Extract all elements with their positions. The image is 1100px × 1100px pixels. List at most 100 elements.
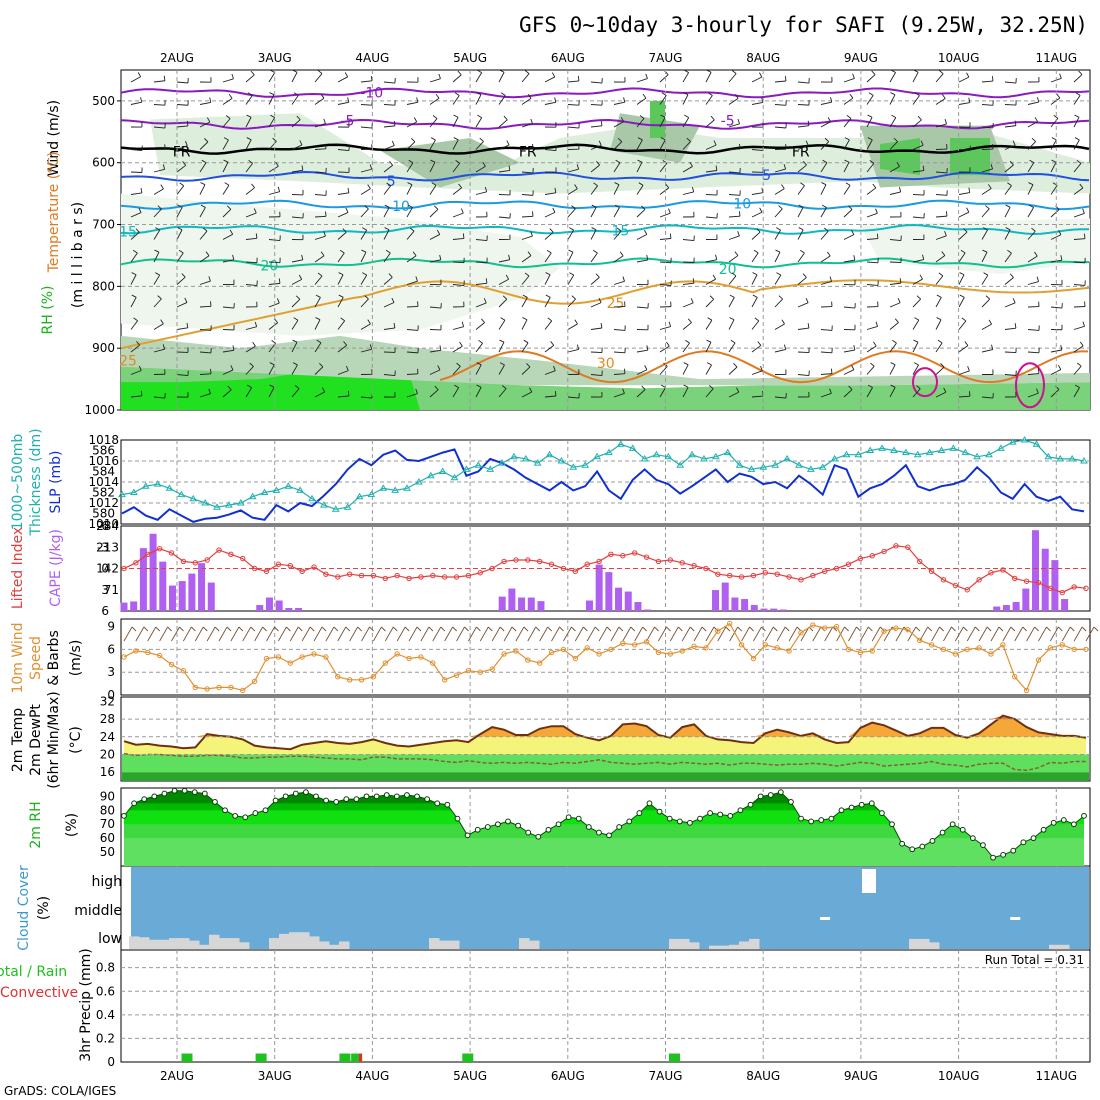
thickness-point (141, 482, 150, 489)
wind10m-barb-flag (582, 626, 588, 632)
thickness-point (961, 448, 970, 456)
wind-barb (498, 342, 505, 353)
wind-barb-flag (710, 115, 715, 121)
chart-title: GFS 0~10day 3-hourly for SAFI (9.25W, 32… (519, 13, 1088, 37)
wind-barb (659, 365, 668, 375)
rh-band-upper-green3 (650, 100, 665, 138)
cape-bar (605, 572, 613, 611)
wind-barb (659, 74, 669, 83)
rh-ytick-90: 90 (100, 789, 115, 803)
thickness-point (1044, 452, 1053, 460)
wind-barb (613, 121, 624, 128)
cloud-low-bar (339, 941, 350, 949)
wind-barb (429, 209, 439, 218)
wind-barb-flag (277, 186, 281, 192)
upper-ylabels: Wind (m/s) Temperature (°C) RH (%) (m i … (40, 100, 86, 335)
wind10m-barb-flag (939, 626, 944, 632)
wind10m-barb (301, 626, 311, 642)
wind10m-barb (206, 626, 216, 642)
wind-barb-flag (320, 251, 325, 257)
wind-barb (820, 329, 832, 331)
lifted-index-point (1023, 578, 1030, 584)
wind-barb (360, 348, 372, 353)
slp-ytick-1016: 1016 (88, 454, 119, 468)
wind-barb (1027, 351, 1040, 354)
wind-barb (843, 118, 852, 128)
wind-barb (314, 171, 327, 174)
lifted-index-point (798, 577, 804, 583)
wind-barb-flag (546, 249, 552, 254)
wind-barb-flag (439, 254, 442, 260)
contour-label-3: FR (173, 144, 191, 160)
wind-barb-flag (982, 249, 988, 253)
wind-barb (314, 194, 326, 196)
wind-barb-flag (715, 165, 718, 171)
lifted-index-point (133, 560, 139, 566)
rh-point (848, 804, 855, 811)
wind-barb-flag (692, 278, 695, 284)
wind-barb-flag (160, 184, 164, 190)
lifted-index-point (810, 572, 816, 579)
wind-barb-flag (137, 72, 142, 77)
wind-barb (981, 323, 992, 330)
run-total: Run Total = 0.31 (985, 953, 1084, 967)
wind-barb (682, 117, 690, 128)
wind-barb-flag (177, 204, 183, 208)
wind-barb (728, 123, 740, 128)
wind-barb-flag (737, 231, 740, 237)
wind-barb (797, 144, 809, 150)
rh-point (141, 796, 148, 803)
wind-barb-flag (707, 92, 713, 96)
thickness-point (438, 467, 447, 474)
cape-bar (198, 563, 206, 611)
cloud-low-bar (669, 938, 680, 949)
lifted-index-point (382, 575, 388, 582)
thickness-point (581, 461, 590, 468)
thickness-point (189, 494, 198, 502)
wind-barb (889, 94, 896, 105)
thickness-point (664, 452, 673, 460)
wind-barb (889, 322, 899, 330)
wind-barb (245, 261, 258, 264)
wind-barb (567, 168, 579, 173)
temp-ytick-20: 20 (100, 747, 115, 761)
wind-barb-flag (247, 92, 253, 96)
stab-ylabel-cape: CAPE (J/kg) (48, 529, 64, 607)
wind-barb (774, 323, 785, 330)
wind10m-barb (527, 626, 537, 642)
wind10m-speed-point (703, 645, 709, 651)
wind-barb (314, 148, 327, 150)
wind-barb-flag (592, 249, 598, 254)
rh-point (373, 793, 380, 800)
wind-barb (130, 344, 140, 353)
contour-label-12: 20 (260, 259, 278, 275)
wind-barb-flag (232, 345, 235, 351)
wind-barb (866, 139, 873, 150)
wind-barb-flag (554, 187, 557, 193)
wind-barb (521, 123, 533, 128)
wind10m-barb-flag (535, 626, 541, 632)
wind-barb-flag (209, 97, 212, 103)
wind-barb (291, 169, 303, 173)
wind-barb-flag (873, 341, 877, 347)
wind-barb (1004, 351, 1017, 354)
wind10m-speed-point (596, 651, 602, 657)
wind-barb-flag (317, 272, 323, 277)
temp-ylabels: 2m Temp 2m DewPt (6hr Min/Max) (°C) (10, 691, 84, 788)
wind-barb-flag (476, 92, 482, 96)
lifted-index-point (964, 587, 970, 593)
wind-barb (843, 259, 855, 263)
cloud-low-bar (729, 944, 740, 949)
wind-barb (682, 302, 694, 308)
wind10m-barb-flag (998, 626, 1004, 632)
wind-barb-flag (232, 254, 235, 260)
lifted-index-point (406, 575, 412, 582)
wind-barb (153, 168, 165, 173)
rh-point (242, 814, 249, 821)
rh-point (656, 808, 663, 815)
rh-point (899, 840, 906, 847)
rh-point (383, 792, 390, 798)
wind-barb (797, 229, 804, 240)
wind-barb (751, 192, 763, 195)
wind-barb-flag (641, 385, 646, 390)
